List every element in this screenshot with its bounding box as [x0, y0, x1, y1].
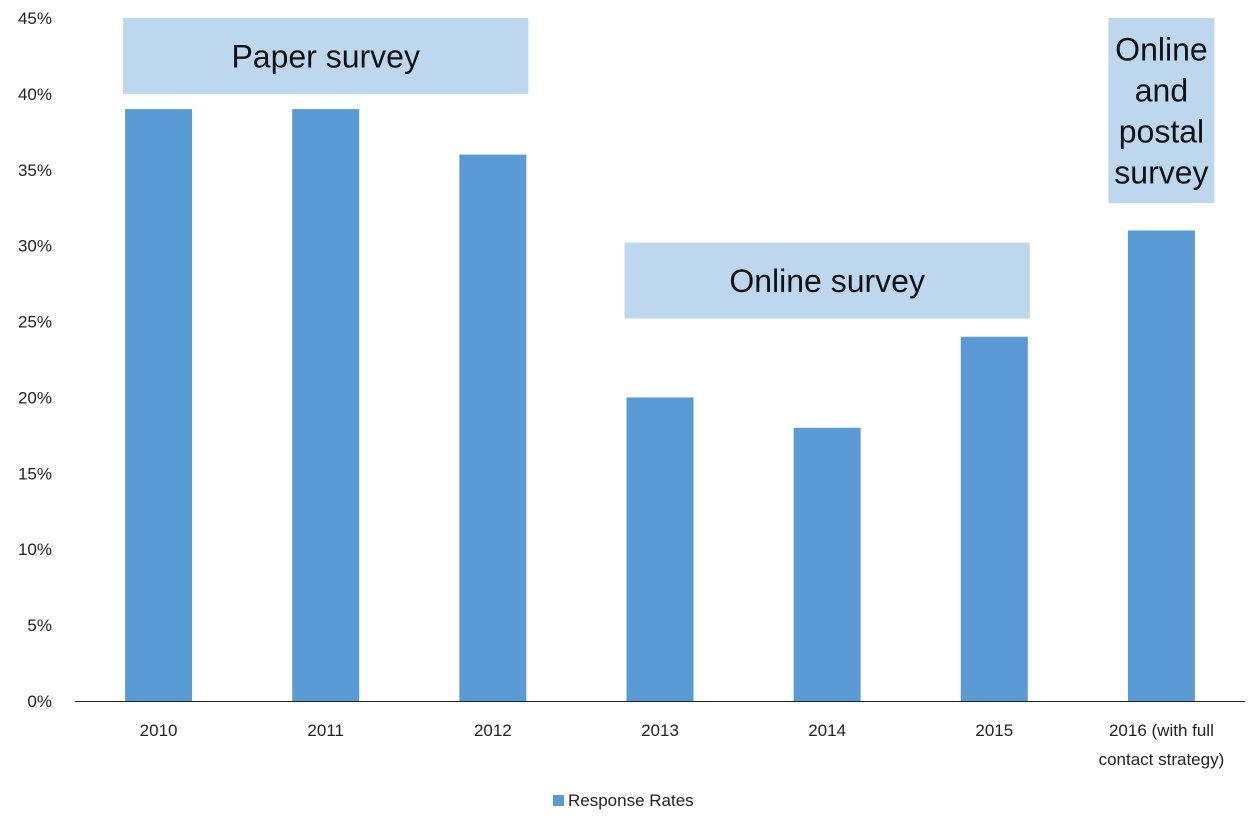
annotation-label: and [1135, 73, 1188, 109]
annotation-label: Online survey [729, 263, 925, 299]
x-tick-label: 2012 [474, 721, 512, 740]
y-axis: 0% 5% 10% 15% 20% 25% 30% 35% 40% 45% [18, 9, 52, 711]
bar [459, 154, 527, 702]
y-tick-label: 0% [27, 692, 52, 711]
x-tick-label: 2014 [808, 721, 846, 740]
annotation-box [1108, 18, 1215, 204]
bar [125, 109, 193, 702]
annotation-box [123, 18, 529, 94]
bar [1127, 230, 1195, 701]
x-tick-label: 2011 [307, 721, 344, 740]
annotation-label: postal [1119, 114, 1204, 150]
annotation-label: survey [1114, 155, 1208, 191]
bar [626, 397, 694, 701]
x-tick-label: contact strategy) [1099, 750, 1225, 769]
y-tick-label: 45% [18, 9, 52, 28]
bars [125, 109, 1195, 702]
y-tick-label: 10% [18, 540, 52, 559]
legend: Response Rates [553, 791, 694, 810]
y-tick-label: 20% [18, 388, 52, 407]
y-tick-label: 35% [18, 161, 52, 180]
bar [292, 109, 360, 702]
legend-swatch [553, 795, 564, 806]
bar [793, 427, 861, 701]
legend-label: Response Rates [568, 791, 694, 810]
annotation-label: Online [1115, 32, 1208, 68]
y-tick-label: 5% [27, 616, 52, 635]
y-tick-label: 40% [18, 85, 52, 104]
x-tick-label: 2015 [975, 721, 1013, 740]
annotation-label: Paper survey [231, 38, 420, 74]
annotation-box [624, 242, 1030, 319]
bar [960, 336, 1028, 701]
y-tick-label: 15% [18, 464, 52, 483]
x-axis: 2010 2011 2012 2013 2014 2015 2016 (with full c… [75, 701, 1245, 769]
x-tick-label: 2016 (with full [1109, 721, 1214, 740]
y-tick-label: 30% [18, 237, 52, 256]
x-tick-label: 2010 [140, 721, 178, 740]
y-tick-label: 25% [18, 313, 52, 332]
annotations: Paper survey Online survey Online and postal… [123, 18, 1215, 319]
x-tick-label: 2013 [641, 721, 679, 740]
